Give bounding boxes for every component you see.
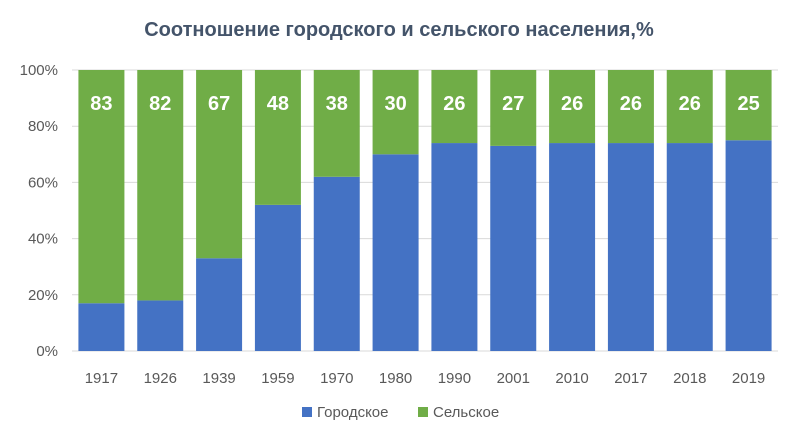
x-tick-label-2017: 2017 xyxy=(614,370,647,387)
bar-rural-1917 xyxy=(78,70,125,304)
bar-rural-2017 xyxy=(607,70,654,144)
bar-rural-2010 xyxy=(549,70,596,144)
data-label-1990: 26 xyxy=(443,93,465,115)
bar-rural-1980 xyxy=(372,70,419,155)
data-label-2001: 27 xyxy=(502,93,524,115)
x-tick-label-1959: 1959 xyxy=(261,370,294,387)
bar-urban-1990 xyxy=(431,143,478,351)
chart-title: Соотношение городского и сельского насел… xyxy=(144,19,654,41)
legend-label-urban: Городское xyxy=(317,404,388,421)
x-tick-label-1939: 1939 xyxy=(202,370,235,387)
data-labels: 83 82 67 48 38 30 26 27 26 26 26 25 xyxy=(90,93,759,115)
x-tick-label-1990: 1990 xyxy=(438,370,471,387)
bar-urban-1970 xyxy=(313,176,360,351)
x-tick-label-1917: 1917 xyxy=(85,370,118,387)
bar-urban-2001 xyxy=(490,145,537,351)
y-tick-label: 60% xyxy=(28,174,58,191)
bar-rural-2018 xyxy=(666,70,713,144)
bar-urban-1917 xyxy=(78,303,125,351)
bar-rural-2019 xyxy=(725,70,772,141)
bars xyxy=(78,70,772,351)
y-tick-label: 40% xyxy=(28,231,58,248)
data-label-1917: 83 xyxy=(90,93,112,115)
data-label-1959: 48 xyxy=(267,93,289,115)
bar-urban-1959 xyxy=(254,204,301,351)
bar-urban-2017 xyxy=(607,143,654,351)
x-tick-label-2019: 2019 xyxy=(732,370,765,387)
legend-swatch-rural xyxy=(418,407,428,417)
y-tick-label: 80% xyxy=(28,118,58,135)
data-label-1926: 82 xyxy=(149,93,171,115)
data-label-1939: 67 xyxy=(208,93,230,115)
bar-rural-1939 xyxy=(196,70,243,259)
y-tick-label: 100% xyxy=(20,62,58,79)
bar-rural-1926 xyxy=(137,70,184,301)
x-tick-label-1980: 1980 xyxy=(379,370,412,387)
bar-rural-1990 xyxy=(431,70,478,144)
bar-urban-2018 xyxy=(666,143,713,351)
bar-urban-1939 xyxy=(196,258,243,351)
y-tick-label: 20% xyxy=(28,287,58,304)
x-tick-label-2010: 2010 xyxy=(555,370,588,387)
data-label-2018: 26 xyxy=(679,93,701,115)
legend-label-rural: Сельское xyxy=(433,404,499,421)
data-label-2017: 26 xyxy=(620,93,642,115)
bar-urban-1980 xyxy=(372,154,419,351)
bar-rural-1959 xyxy=(254,70,301,205)
y-axis-ticks: 0% 20% 40% 60% 80% 100% xyxy=(20,62,58,360)
bar-urban-1926 xyxy=(137,300,184,351)
data-label-1980: 30 xyxy=(384,93,406,115)
x-axis-ticks: 1917 1926 1939 1959 1970 1980 1990 2001 2010 2017… xyxy=(85,370,766,387)
bar-rural-1970 xyxy=(313,70,360,177)
legend-swatch-urban xyxy=(302,407,312,417)
bar-urban-2010 xyxy=(549,143,596,351)
data-label-2019: 25 xyxy=(737,93,759,115)
x-tick-label-1970: 1970 xyxy=(320,370,353,387)
x-tick-label-1926: 1926 xyxy=(144,370,177,387)
gridlines xyxy=(72,69,778,352)
x-tick-label-2018: 2018 xyxy=(673,370,706,387)
legend: Городское Сельское xyxy=(302,404,499,421)
data-label-2010: 26 xyxy=(561,93,583,115)
y-tick-label: 0% xyxy=(36,343,58,360)
bar-rural-2001 xyxy=(490,70,537,146)
bar-urban-2019 xyxy=(725,140,772,351)
x-tick-label-2001: 2001 xyxy=(497,370,530,387)
data-label-1970: 38 xyxy=(326,93,348,115)
